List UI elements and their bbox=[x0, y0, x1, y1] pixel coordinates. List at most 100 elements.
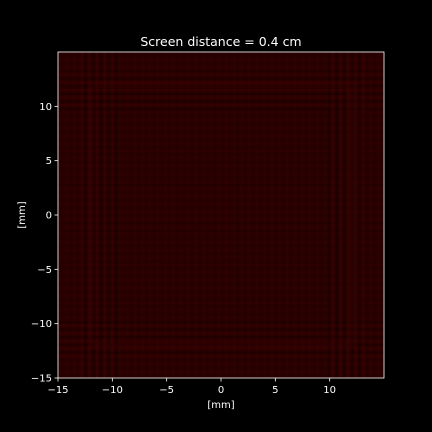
fringe-vertical bbox=[111, 52, 114, 378]
fringe-vertical bbox=[263, 52, 266, 378]
fringe-horizontal bbox=[58, 279, 384, 282]
y-tick-label: 5 bbox=[46, 156, 52, 167]
fringe-vertical bbox=[244, 52, 247, 378]
fringe-horizontal bbox=[58, 161, 384, 164]
fringe-vertical bbox=[130, 52, 133, 378]
fringe-horizontal bbox=[58, 203, 384, 206]
fringe-horizontal bbox=[58, 294, 384, 297]
fringe-vertical bbox=[183, 52, 186, 378]
fringe-horizontal bbox=[58, 96, 384, 99]
fringe-horizontal bbox=[58, 282, 384, 286]
fringe-vertical bbox=[251, 52, 255, 378]
fringe-vertical bbox=[232, 52, 236, 378]
fringe-horizontal bbox=[58, 126, 384, 130]
fringe-vertical bbox=[115, 52, 118, 378]
y-axis: −15 −10 −5 0 5 10 bbox=[31, 102, 58, 385]
fringe-horizontal bbox=[58, 248, 384, 251]
fringe-horizontal bbox=[58, 260, 384, 263]
fringe-vertical bbox=[118, 52, 121, 378]
fringe-vertical bbox=[77, 52, 80, 378]
fringe-horizontal bbox=[58, 77, 384, 80]
fringe-vertical bbox=[69, 52, 72, 378]
fringe-horizontal bbox=[58, 191, 384, 194]
fringe-vertical bbox=[156, 52, 159, 378]
fringe-vertical bbox=[350, 52, 353, 378]
fringe-horizontal bbox=[58, 324, 384, 327]
fringe-vertical bbox=[328, 52, 331, 378]
fringe-horizontal bbox=[58, 332, 384, 335]
fringe-vertical bbox=[80, 52, 83, 378]
fringe-vertical bbox=[236, 52, 239, 378]
fringe-horizontal bbox=[58, 100, 384, 103]
fringe-vertical bbox=[366, 52, 369, 378]
fringe-horizontal bbox=[58, 149, 384, 152]
fringe-vertical bbox=[301, 52, 304, 378]
fringe-horizontal bbox=[58, 104, 384, 107]
fringe-horizontal bbox=[58, 225, 384, 228]
fringe-horizontal bbox=[58, 66, 384, 69]
fringe-horizontal bbox=[58, 317, 384, 320]
fringe-vertical bbox=[312, 52, 315, 378]
fringe-vertical bbox=[206, 52, 209, 378]
fringe-horizontal bbox=[58, 172, 384, 175]
fringe-vertical bbox=[141, 52, 144, 378]
fringe-horizontal bbox=[58, 187, 384, 190]
fringe-horizontal bbox=[58, 214, 384, 217]
x-tick-label: 10 bbox=[323, 385, 336, 396]
fringe-vertical bbox=[309, 52, 312, 378]
fringe-horizontal bbox=[58, 366, 384, 369]
fringe-horizontal bbox=[58, 290, 384, 293]
fringe-horizontal bbox=[58, 362, 384, 365]
fringe-vertical bbox=[164, 52, 167, 378]
fringe-vertical bbox=[172, 52, 175, 378]
fringe-horizontal bbox=[58, 142, 384, 145]
fringe-vertical bbox=[362, 52, 365, 378]
fringe-vertical bbox=[213, 52, 217, 378]
fringe-vertical bbox=[255, 52, 258, 378]
fringe-vertical bbox=[145, 52, 148, 378]
fringe-horizontal bbox=[58, 92, 384, 95]
fringe-vertical bbox=[278, 52, 281, 378]
diffraction-fringes bbox=[58, 52, 384, 381]
x-tick-label: 0 bbox=[218, 385, 224, 396]
fringe-horizontal bbox=[58, 130, 384, 133]
x-axis: −15 −10 −5 0 5 10 bbox=[47, 378, 336, 396]
fringe-vertical bbox=[358, 52, 361, 378]
fringe-vertical bbox=[217, 52, 220, 378]
fringe-horizontal bbox=[58, 168, 384, 171]
fringe-horizontal bbox=[58, 119, 384, 122]
fringe-vertical bbox=[175, 52, 178, 378]
fringe-vertical bbox=[305, 52, 308, 378]
fringe-horizontal bbox=[58, 339, 384, 343]
fringe-horizontal bbox=[58, 267, 384, 270]
fringe-horizontal bbox=[58, 62, 384, 65]
fringe-horizontal bbox=[58, 355, 384, 358]
fringe-horizontal bbox=[58, 153, 384, 156]
fringe-vertical bbox=[377, 52, 380, 378]
fringe-vertical bbox=[187, 52, 190, 378]
fringe-vertical bbox=[194, 52, 198, 378]
fringe-vertical bbox=[274, 52, 277, 378]
fringe-horizontal bbox=[58, 54, 384, 57]
fringe-horizontal bbox=[58, 123, 384, 126]
fringe-vertical bbox=[137, 52, 140, 378]
fringe-vertical bbox=[369, 52, 372, 378]
fringe-horizontal bbox=[58, 184, 384, 187]
fringe-vertical bbox=[126, 52, 129, 378]
y-tick-label: 0 bbox=[46, 211, 52, 222]
fringe-horizontal bbox=[58, 134, 384, 137]
fringe-horizontal bbox=[58, 199, 384, 202]
fringe-horizontal bbox=[58, 336, 384, 339]
fringe-vertical bbox=[73, 52, 76, 378]
fringe-vertical bbox=[343, 52, 346, 378]
fringe-vertical bbox=[270, 52, 274, 378]
fringe-horizontal bbox=[58, 85, 384, 88]
fringe-vertical bbox=[221, 52, 224, 378]
fringe-horizontal bbox=[58, 111, 384, 114]
fringe-vertical bbox=[160, 52, 163, 378]
fringe-vertical bbox=[134, 52, 137, 378]
fringe-vertical bbox=[61, 52, 64, 378]
fringe-horizontal bbox=[58, 88, 384, 92]
fringe-vertical bbox=[153, 52, 156, 378]
fringe-vertical bbox=[198, 52, 201, 378]
